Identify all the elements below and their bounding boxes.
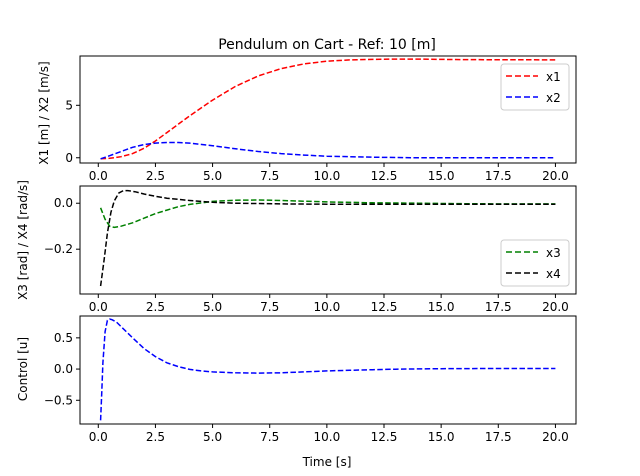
chart-title: Pendulum on Cart - Ref: 10 [m] (218, 37, 436, 53)
x-tick-label: 15.0 (428, 300, 455, 314)
y-tick-label: 0 (65, 151, 73, 165)
x-axis-label: Time [s] (302, 455, 352, 469)
series-line-x4 (99, 189, 556, 287)
y-tick-label: 5 (65, 98, 73, 112)
axes-frame-2 (79, 185, 577, 295)
x-tick-label: 17.5 (485, 169, 512, 183)
axes-frame-3 (79, 315, 577, 425)
x-tick-label: 12.5 (371, 300, 398, 314)
x-tick-label: 10.0 (313, 169, 340, 183)
legend-x4-label: x4 (546, 267, 561, 281)
x-tick-label: 2.5 (146, 430, 165, 444)
x-tick-label: 20.0 (542, 300, 569, 314)
y-tick-label: 0.0 (54, 196, 73, 210)
series-line-x3 (99, 199, 556, 229)
x-tick-label: 20.0 (542, 169, 569, 183)
x-tick-label: 15.0 (428, 430, 455, 444)
x-tick-label: 17.5 (485, 430, 512, 444)
series-line-control (99, 318, 556, 421)
x-tick-label: 15.0 (428, 169, 455, 183)
plot-3: 0.0 2.5 5.0 7.5 10.0 12.5 15.0 17.5 20.0 −0.5 0.0 0… (44, 315, 577, 444)
series-line-x1 (100, 58, 556, 160)
plot-2: 0.0 2.5 5.0 7.5 10.0 12.5 15.0 17.5 20.0 −0.2 0.0 (44, 185, 577, 314)
x-tick-label: 7.5 (260, 169, 279, 183)
legend-2: x3 x4 (500, 239, 570, 287)
y-axis-label-2: X3 [rad] / X4 [rad/s] (16, 180, 30, 300)
x-tick-label: 2.5 (146, 300, 165, 314)
x-tick-label: 10.0 (313, 300, 340, 314)
legend-x3-label: x3 (546, 246, 561, 260)
legend-x1-label: x1 (546, 70, 561, 84)
x-tick-label: 12.5 (371, 430, 398, 444)
plot-1: 0.0 2.5 5.0 7.5 10.0 12.5 15.0 17.5 20.0 0 5 (65, 55, 577, 183)
x-tick-label: 0.0 (89, 430, 108, 444)
x-tick-label: 12.5 (371, 169, 398, 183)
x-tick-label: 0.0 (89, 300, 108, 314)
y-axis-label-3: Control [u] (16, 337, 30, 401)
x-tick-label: 2.5 (146, 169, 165, 183)
series-line-x2 (100, 141, 556, 160)
x-tick-label: 7.5 (260, 300, 279, 314)
y-tick-label: −0.5 (44, 393, 73, 407)
x-tick-label: 10.0 (313, 430, 340, 444)
x-tick-label: 20.0 (542, 430, 569, 444)
y-axis-label-1: X1 [m] / X2 [m/s] (37, 61, 51, 164)
y-tick-label: 0.5 (54, 331, 73, 345)
x-tick-label: 5.0 (203, 300, 222, 314)
x-tick-label: 7.5 (260, 430, 279, 444)
legend-x2-label: x2 (546, 91, 561, 105)
x-tick-label: 0.0 (89, 169, 108, 183)
x-tick-label: 5.0 (203, 430, 222, 444)
x-tick-label: 5.0 (203, 169, 222, 183)
axes-frame-1 (79, 55, 577, 164)
x-tick-label: 17.5 (485, 300, 512, 314)
legend-1: x1 x2 (500, 63, 570, 111)
y-tick-label: −0.2 (44, 242, 73, 256)
y-tick-label: 0.0 (54, 362, 73, 376)
